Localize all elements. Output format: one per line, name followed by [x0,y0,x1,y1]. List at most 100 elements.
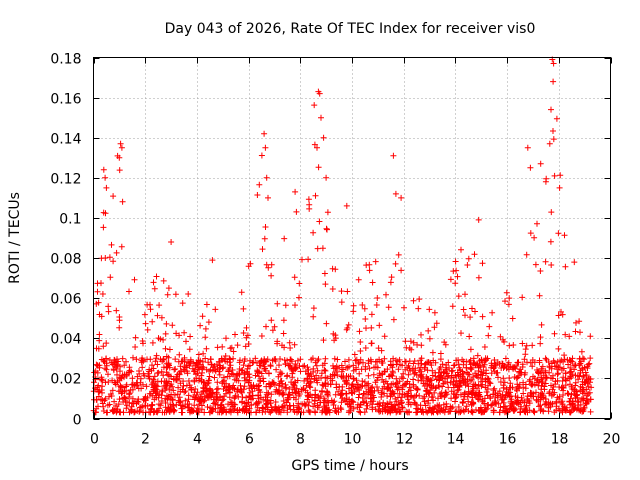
data-point [298,409,305,416]
data-point [479,409,486,416]
data-point [510,342,517,348]
data-point [263,389,270,396]
data-point [136,407,143,414]
x-tick-label: 4 [193,432,202,448]
data-point [553,407,560,414]
data-point [176,332,183,339]
data-point [342,358,348,365]
data-point [303,382,310,389]
data-point [240,305,247,312]
data-point [464,393,471,400]
data-point [119,198,126,205]
data-point [546,140,553,147]
data-point [470,374,477,380]
data-point [354,382,361,388]
data-point [313,377,320,384]
data-point [177,380,184,387]
data-point [322,367,329,374]
data-point [278,370,285,377]
data-point [100,224,107,231]
data-point [390,152,397,159]
data-point [320,134,327,141]
data-point [568,368,575,375]
data-point [345,373,352,380]
data-point [122,398,129,405]
data-point [487,395,494,402]
data-point [116,324,123,331]
data-point [164,291,171,298]
data-point [287,356,294,363]
data-point [426,335,433,342]
data-point [130,354,136,361]
data-point [242,343,249,350]
data-point [100,343,107,350]
data-point [192,386,199,392]
data-point [268,317,275,324]
data-point [241,383,248,390]
data-point [165,405,172,412]
data-point [227,345,234,352]
data-point [410,297,417,304]
data-point [323,174,330,181]
data-point [305,402,312,409]
data-point [262,144,269,151]
data-point [545,359,552,365]
data-point [200,387,207,394]
data-point [295,392,302,399]
data-point [258,333,265,339]
data-point [256,369,262,376]
data-point [223,387,230,394]
data-point [447,276,454,283]
data-point [516,385,523,392]
data-point [467,346,474,353]
data-point [587,396,594,403]
data-point [380,399,387,406]
data-point [212,306,219,313]
data-point [244,376,250,383]
data-point [536,359,543,366]
data-point [338,392,344,399]
data-point [268,404,275,411]
data-point [105,371,111,378]
data-point [368,311,375,318]
data-point [542,380,549,387]
data-point [529,342,536,349]
data-point [321,408,328,415]
data-point [406,345,413,352]
data-point [496,409,503,416]
data-point [401,304,407,311]
data-point [327,381,334,388]
data-point [121,362,128,369]
data-point [300,363,306,370]
data-point [140,381,146,388]
data-point [550,136,557,143]
data-point [129,395,136,402]
data-point [256,407,263,414]
data-point [468,408,475,415]
data-point [392,260,399,267]
data-point [418,368,424,375]
data-point [252,355,259,362]
data-point [336,364,343,371]
data-point [273,366,280,373]
data-point [153,273,160,280]
data-point [449,367,456,374]
data-point [426,306,433,313]
data-point [331,372,338,379]
y-tick-label: 0.14 [50,132,81,148]
data-point [411,370,418,377]
data-point [575,376,582,383]
y-axis-title: ROTI / TECUs [7,192,23,284]
data-point [386,407,393,414]
data-point [463,403,470,410]
data-point [153,355,160,362]
data-point [177,368,184,375]
data-point [581,404,588,411]
data-point [311,102,318,109]
data-point [151,408,158,415]
data-point [531,381,538,388]
data-point [322,380,329,386]
data-point [538,321,545,328]
data-point [376,322,383,329]
data-point [356,370,363,377]
